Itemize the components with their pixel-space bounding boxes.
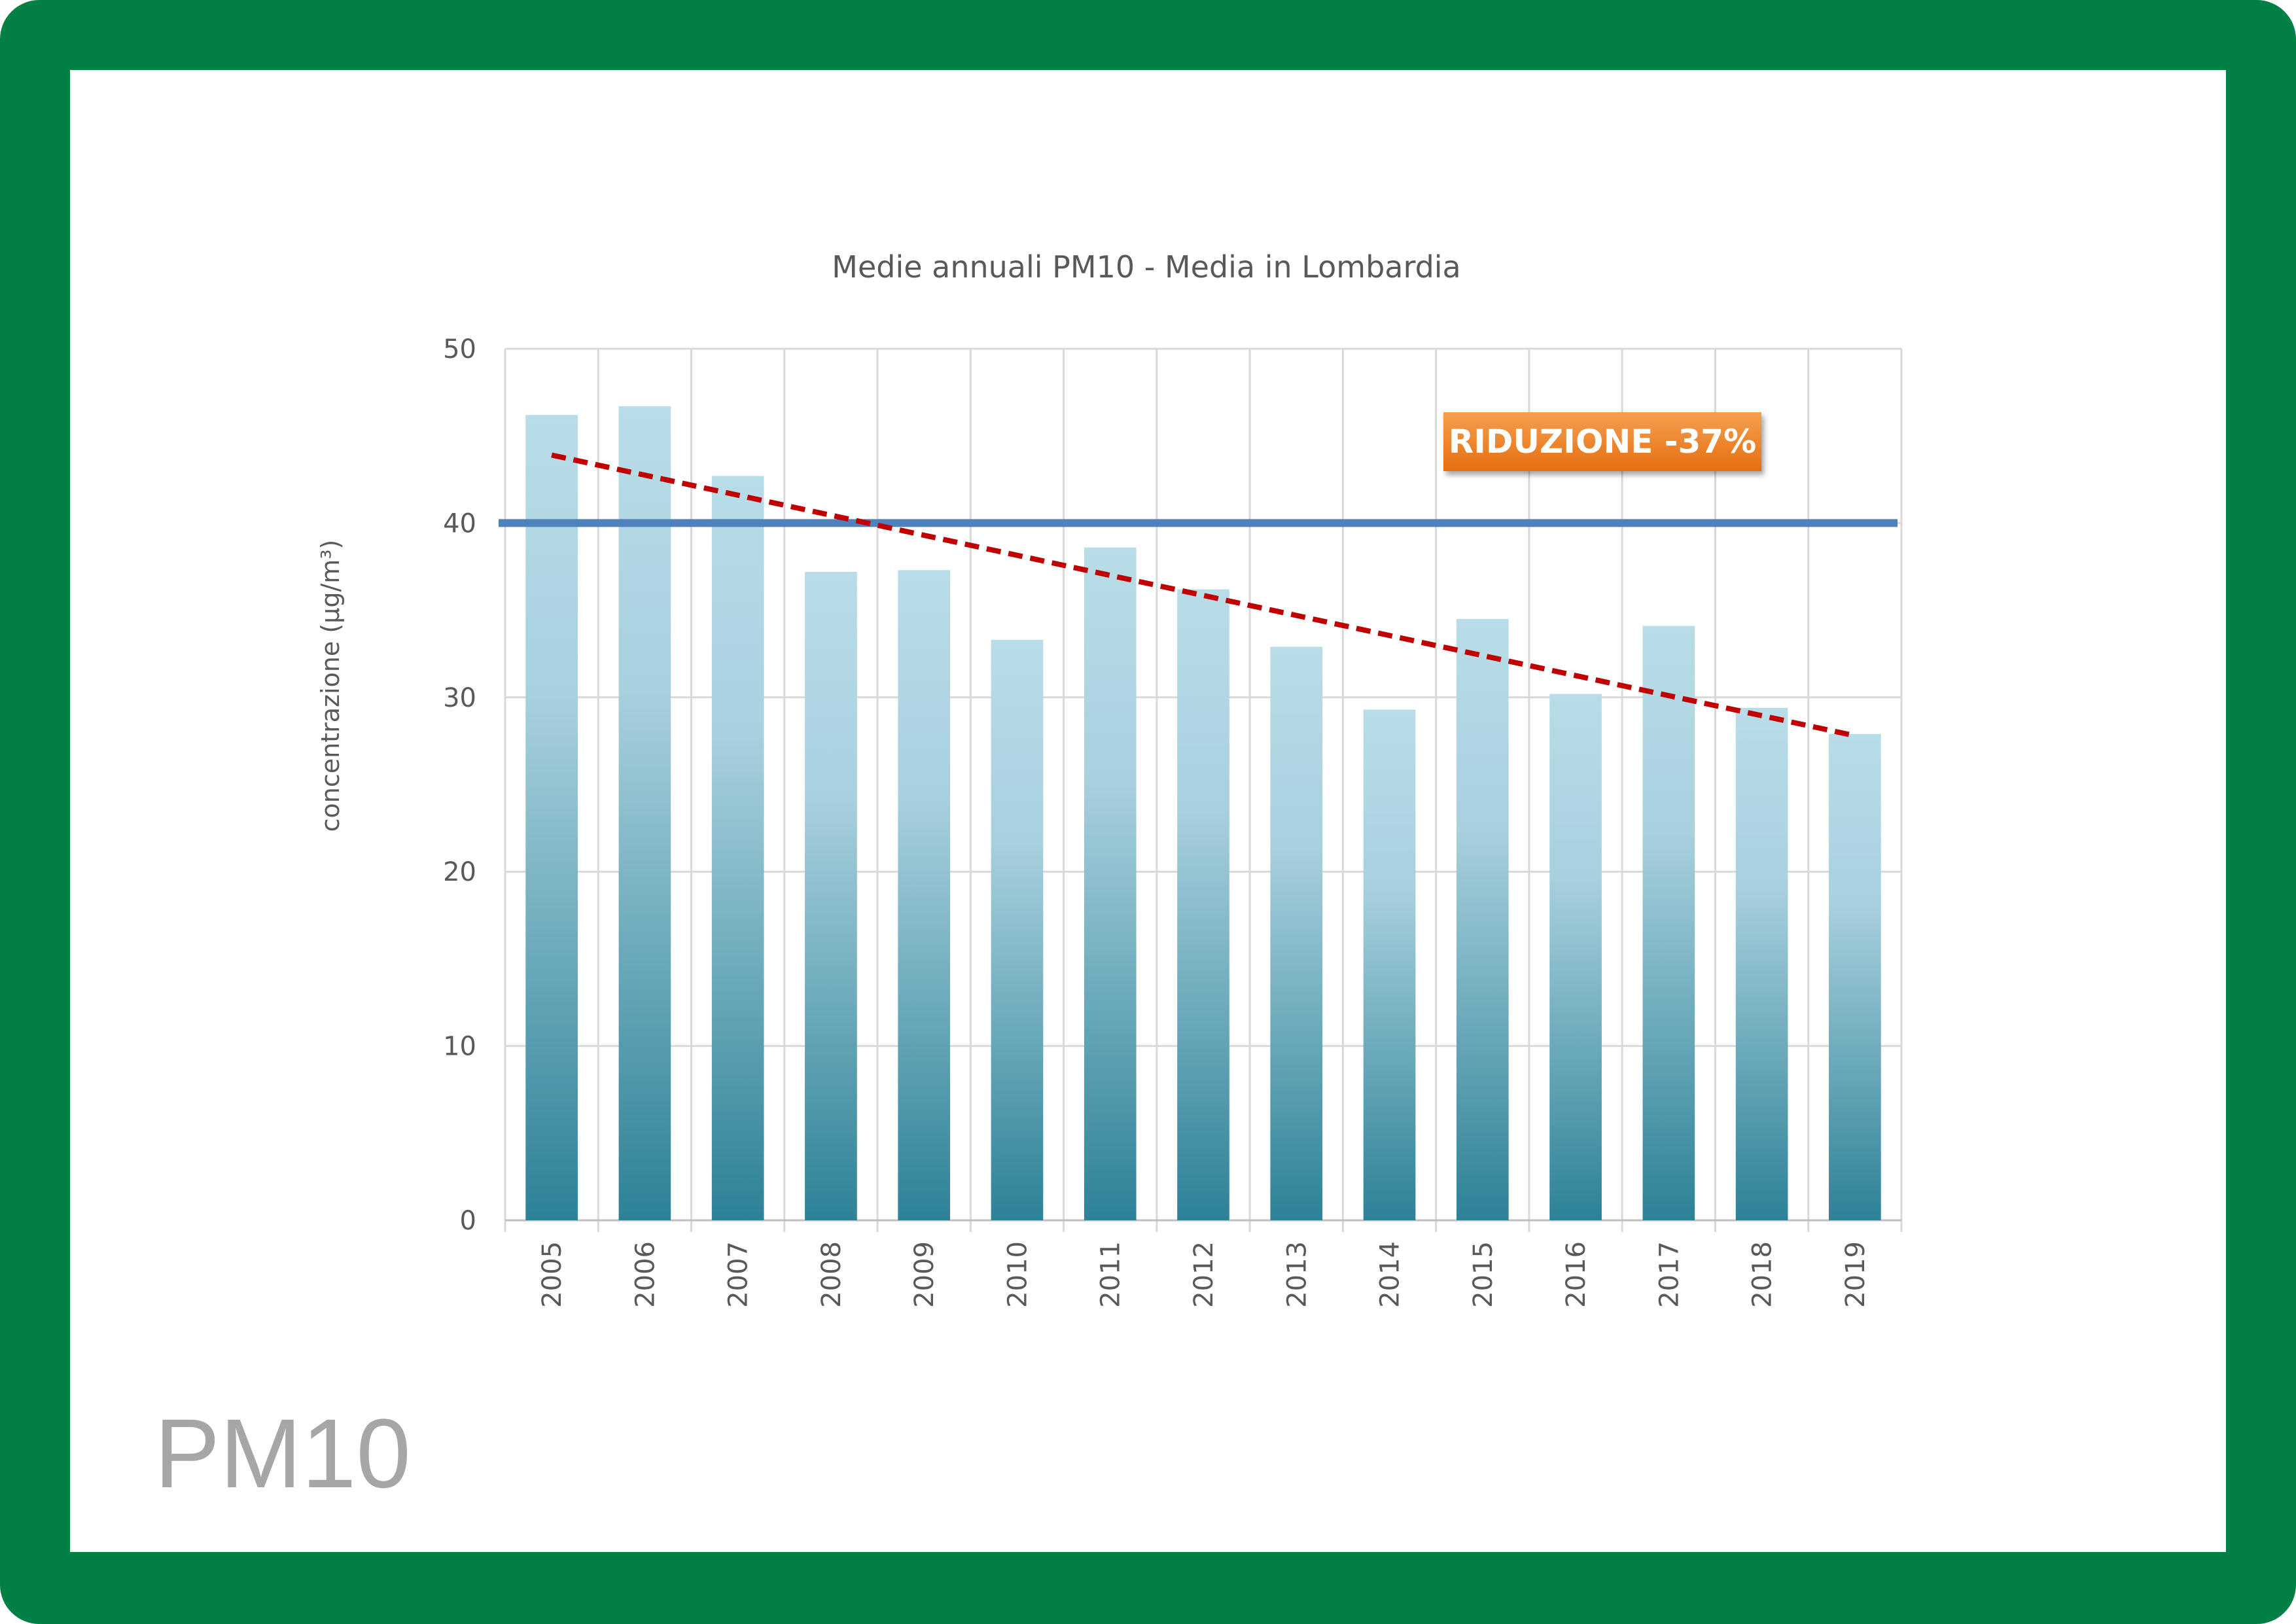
- x-tick-labels: 2005 2006 2007 2008 2009 2010 2011 2012 2013 2014…: [537, 1241, 1871, 1308]
- x-tick-label: 2018: [1748, 1241, 1778, 1308]
- pollutant-label: PM10: [154, 1398, 411, 1508]
- y-tick-label: 20: [443, 857, 476, 887]
- bar-2008: [805, 571, 857, 1220]
- x-tick-label: 2016: [1561, 1241, 1591, 1308]
- reduction-annotation-text: RIDUZIONE -37%: [1449, 423, 1756, 461]
- bar-2019: [1829, 733, 1881, 1220]
- x-tick-label: 2014: [1375, 1241, 1405, 1308]
- bars: [525, 406, 1881, 1221]
- bar-2014: [1363, 709, 1416, 1220]
- bar-2006: [618, 406, 671, 1220]
- chart-title: Medie annuali PM10 - Media in Lombardia: [832, 249, 1461, 285]
- bar-2007: [711, 476, 764, 1221]
- x-tick-label: 2006: [630, 1241, 660, 1308]
- x-tick-label: 2019: [1841, 1241, 1871, 1308]
- bar-2018: [1735, 707, 1788, 1220]
- x-tick-label: 2015: [1468, 1241, 1498, 1308]
- x-tick-label: 2005: [537, 1241, 567, 1308]
- y-tick-label: 40: [443, 508, 476, 538]
- reduction-annotation: RIDUZIONE -37%: [1443, 412, 1761, 471]
- x-tick-label: 2008: [817, 1241, 847, 1308]
- y-tick-label: 50: [443, 334, 476, 364]
- x-tick-label: 2017: [1654, 1241, 1684, 1308]
- bar-2012: [1177, 589, 1229, 1220]
- x-tick-label: 2007: [724, 1241, 754, 1308]
- bar-2015: [1456, 618, 1509, 1220]
- bar-2013: [1270, 646, 1323, 1220]
- x-tick-label: 2011: [1096, 1241, 1126, 1308]
- bar-2009: [898, 570, 951, 1220]
- y-tick-label: 30: [443, 683, 476, 713]
- x-tick-label: 2009: [910, 1241, 940, 1308]
- bar-2005: [525, 415, 578, 1221]
- y-tick-label: 10: [443, 1032, 476, 1062]
- bar-2011: [1084, 547, 1137, 1220]
- y-tick-labels: 0 10 20 30 40 50: [443, 334, 476, 1236]
- x-tick-label: 2013: [1282, 1241, 1312, 1308]
- bar-2017: [1642, 626, 1695, 1220]
- y-tick-label: 0: [460, 1206, 476, 1236]
- bar-2010: [991, 639, 1044, 1220]
- y-axis-label: concentrazione (µg/m³): [316, 540, 345, 832]
- bar-2016: [1549, 694, 1602, 1220]
- reference-lines: [499, 452, 1898, 739]
- x-tick-label: 2010: [1002, 1241, 1033, 1308]
- x-tick-label: 2012: [1189, 1241, 1219, 1308]
